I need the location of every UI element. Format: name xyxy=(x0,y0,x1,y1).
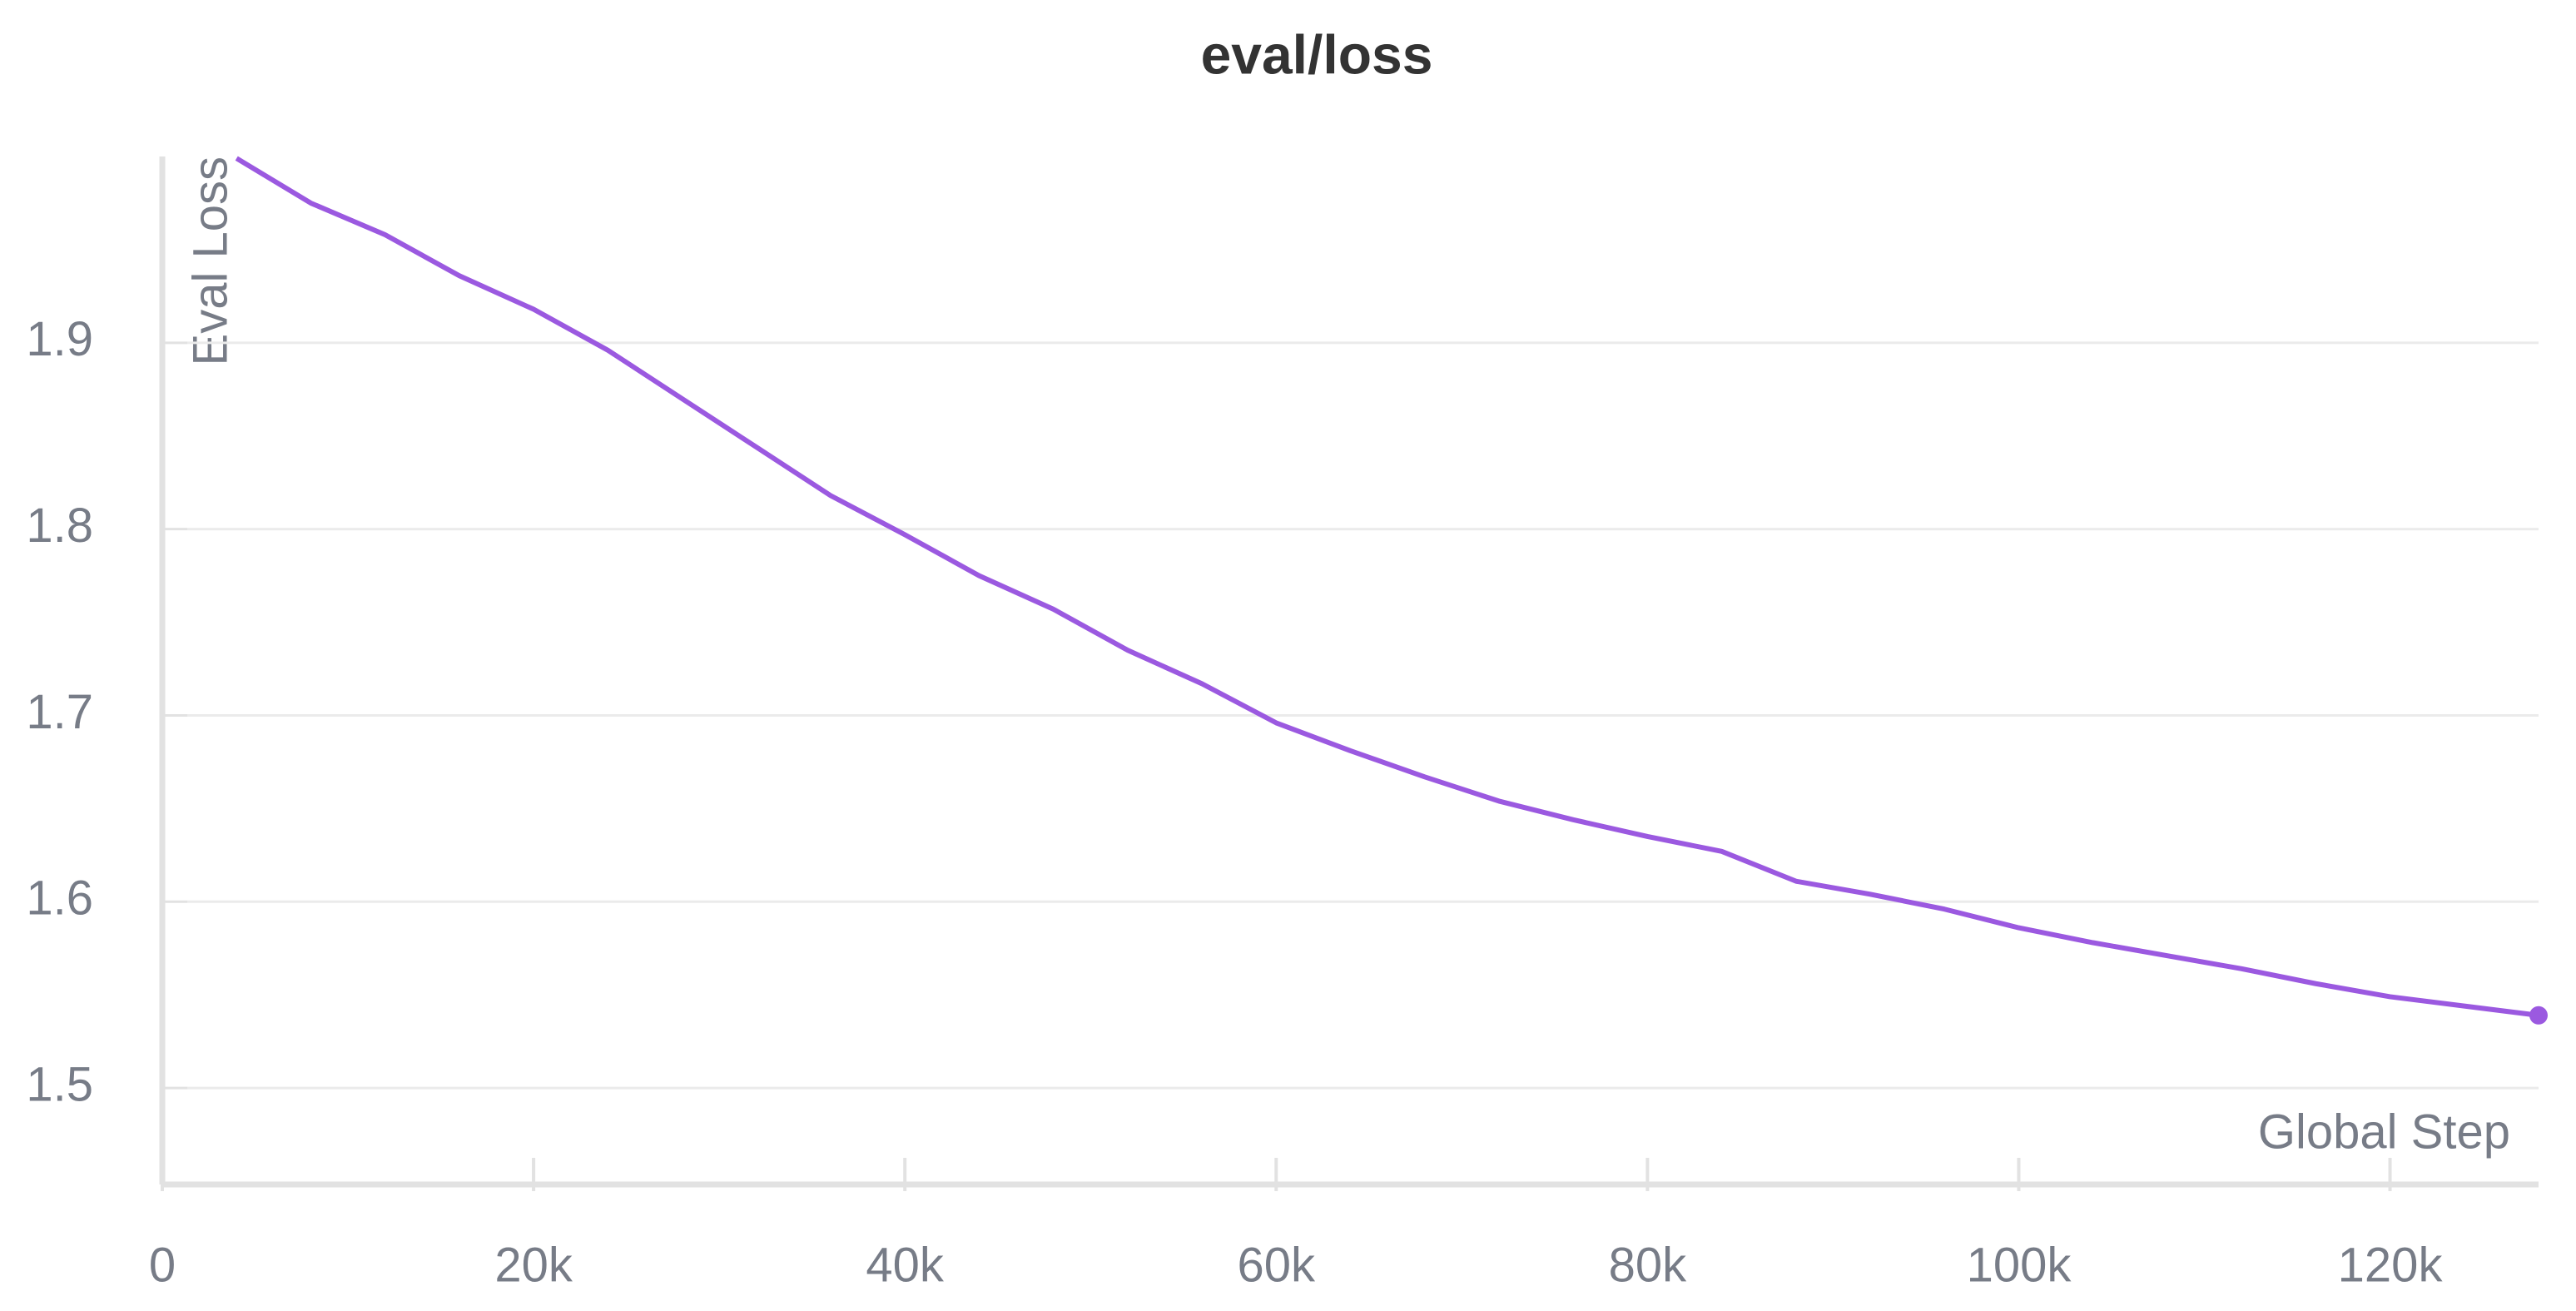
x-tick-label: 20k xyxy=(494,1238,573,1292)
x-axis-label: Global Step xyxy=(2258,1105,2510,1159)
last-point xyxy=(2529,1006,2548,1025)
line-series xyxy=(235,156,2539,1018)
y-tick-label: 1.7 xyxy=(26,685,93,739)
chart-title: eval/loss xyxy=(1201,23,1433,85)
x-tick-label: 40k xyxy=(866,1238,945,1292)
y-axis-label: Eval Loss xyxy=(183,156,237,365)
y-tick-label: 1.6 xyxy=(26,872,93,926)
y-tick-label: 1.8 xyxy=(26,499,93,553)
x-tick-label: 80k xyxy=(1609,1238,1688,1292)
x-tick-label: 60k xyxy=(1238,1238,1317,1292)
x-tick-label: 100k xyxy=(1967,1238,2072,1292)
y-tick-label: 1.9 xyxy=(26,312,93,366)
y-tick-label: 1.5 xyxy=(26,1057,93,1111)
x-tick-label: 120k xyxy=(2338,1238,2444,1292)
x-tick-label: 0 xyxy=(149,1238,176,1292)
